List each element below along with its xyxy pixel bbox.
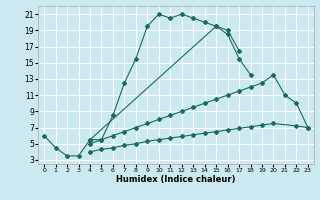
X-axis label: Humidex (Indice chaleur): Humidex (Indice chaleur) xyxy=(116,175,236,184)
